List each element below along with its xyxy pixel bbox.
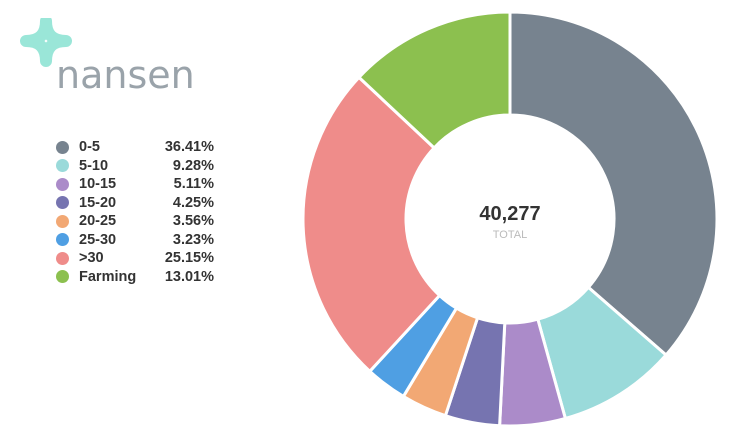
slice-gt30[interactable] [301,75,442,374]
legend-value: 3.23% [172,231,214,248]
legend-item[interactable]: 20-25 3.56% [56,212,214,231]
legend-value: 3.56% [172,213,214,230]
legend-item[interactable]: 10-15 5.11% [56,175,214,194]
legend-swatch [56,196,69,210]
legend-label: >30 [79,250,104,267]
nansen-logo: nansen [20,18,195,97]
svg-text:nansen: nansen [56,53,195,97]
legend-value: 36.41% [164,139,214,156]
legend-swatch [56,233,69,247]
legend-item[interactable]: 25-30 3.23% [56,231,214,250]
legend-label: 0-5 [79,139,100,156]
legend-value: 4.25% [172,194,214,211]
slice-farming[interactable] [356,10,512,150]
legend-value: 9.28% [172,157,214,174]
legend-item[interactable]: Farming 13.01% [56,268,214,287]
legend-label: 25-30 [79,231,117,248]
legend-item[interactable]: 5-10 9.28% [56,157,214,176]
legend-value: 5.11% [173,176,214,193]
legend-label: 20-25 [79,213,117,230]
legend-value: 25.15% [164,250,214,267]
legend-value: 13.01% [164,268,214,285]
legend-swatch [56,140,69,154]
legend-swatch [56,270,69,284]
center-label: TOTAL [493,229,527,241]
legend-label: 5-10 [79,157,109,174]
legend-swatch [56,251,69,265]
slice-0-5[interactable] [508,10,719,358]
legend-swatch [56,159,69,173]
legend-item[interactable]: >30 25.15% [56,249,214,268]
legend-label: Farming [79,268,137,285]
legend-label: 10-15 [79,176,117,193]
legend-item[interactable]: 0-5 36.41% [56,138,214,157]
legend-item[interactable]: 15-20 4.25% [56,194,214,213]
legend-swatch [56,214,69,228]
legend-swatch [56,177,69,191]
legend-label: 15-20 [79,194,117,211]
center-value: 40,277 [479,203,540,225]
legend: 0-5 36.41% 5-10 9.28% 10-15 5.11% 15-20 4.25% 20… [56,138,214,286]
